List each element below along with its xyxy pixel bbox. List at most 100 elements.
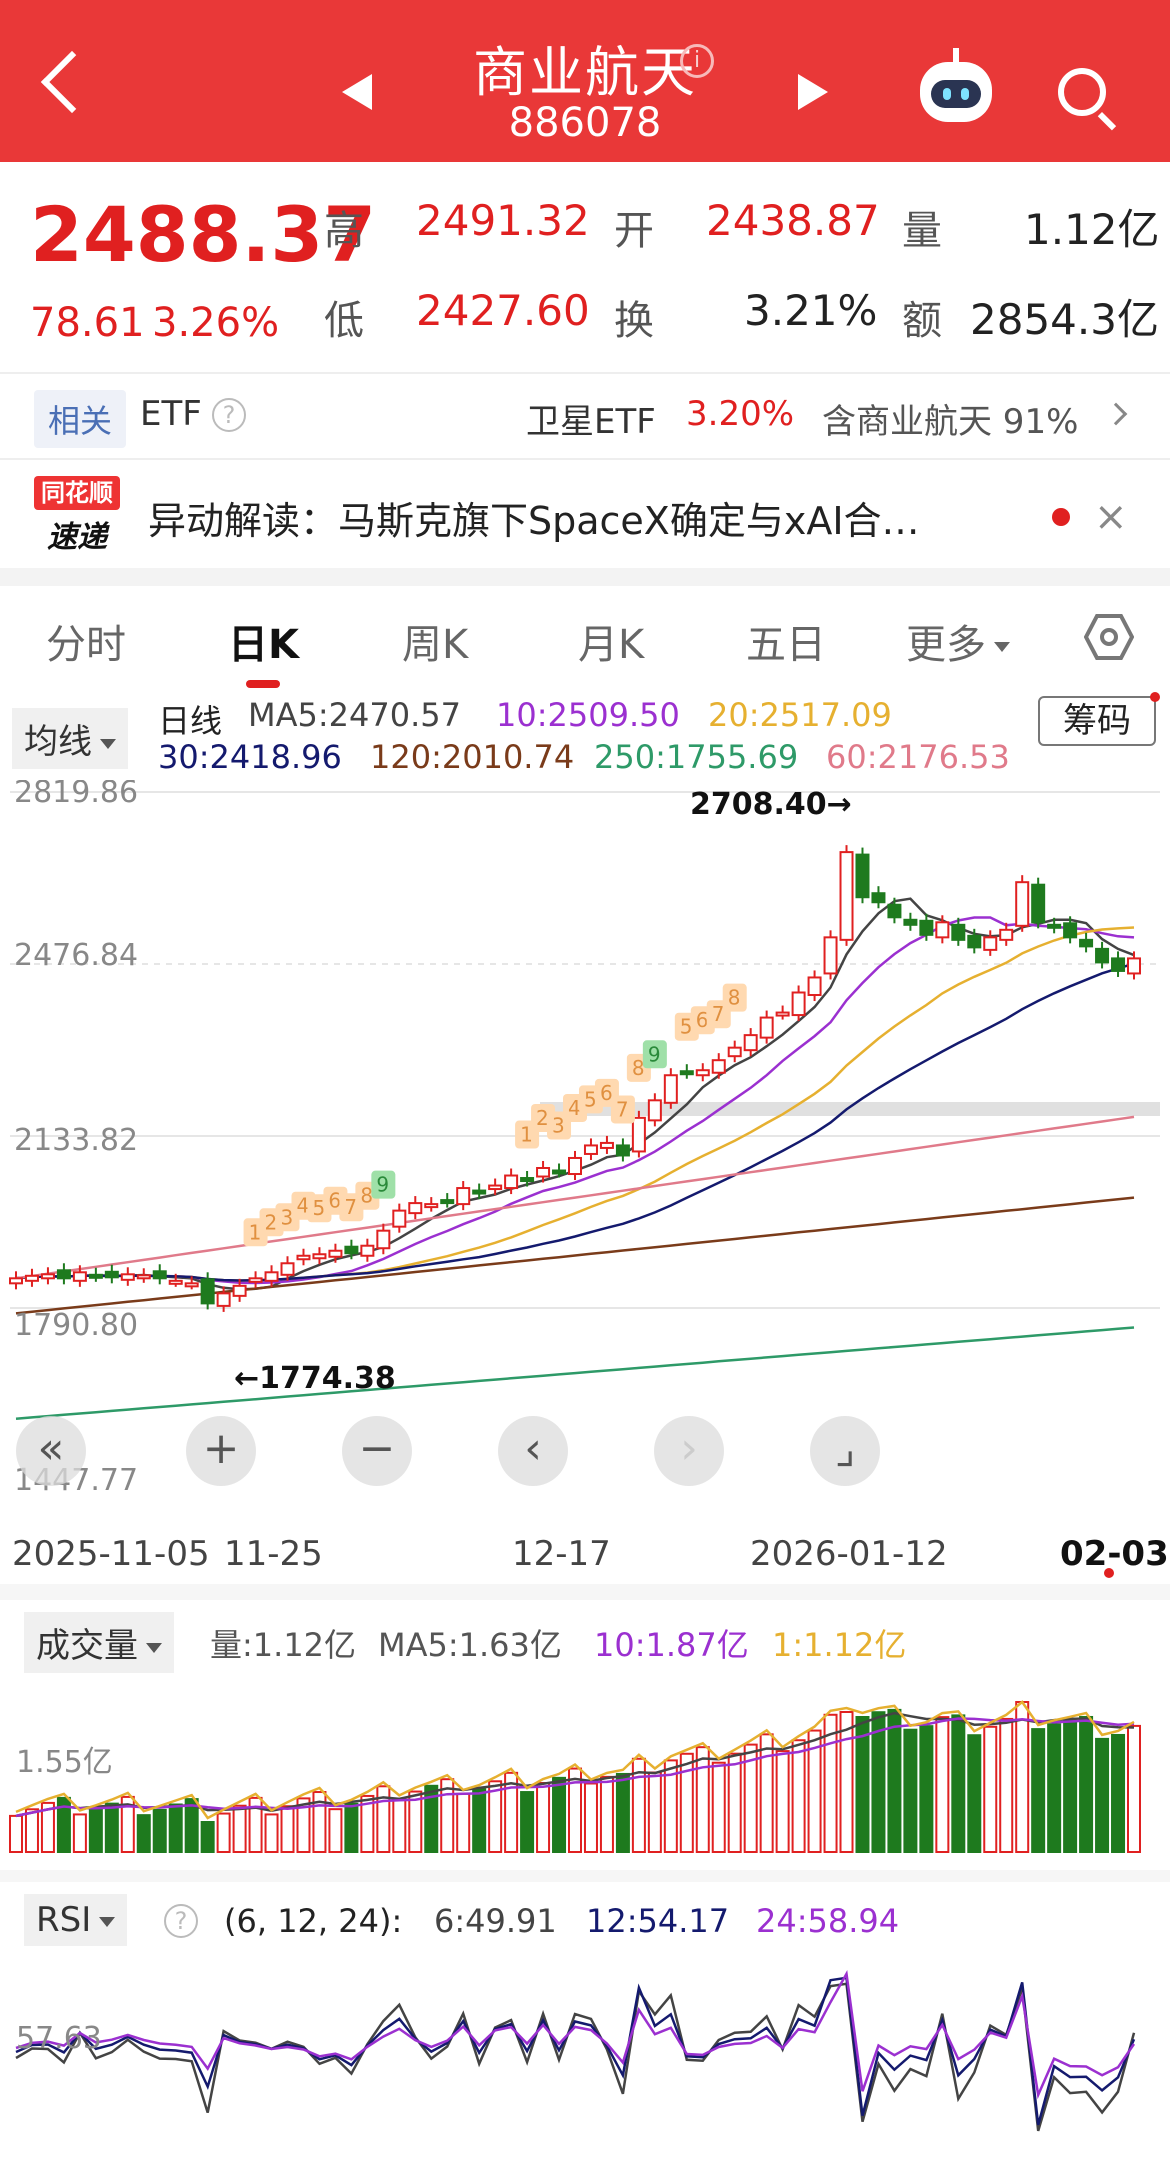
- candle-body: [280, 1262, 295, 1276]
- related-etf-row[interactable]: 相关 ETF ? 卫星ETF 3.20% 含商业航天 91%: [0, 372, 1170, 458]
- volume-bar: [440, 1778, 455, 1853]
- candle-body: [24, 1274, 39, 1282]
- ma120-line: [15, 1196, 1135, 1315]
- volume-bar: [967, 1734, 982, 1853]
- volume-select[interactable]: 成交量: [24, 1612, 174, 1673]
- volume-bar: [615, 1772, 630, 1853]
- volume-bar: [1111, 1733, 1126, 1853]
- candle-body: [120, 1273, 135, 1281]
- td-number: 4: [296, 1194, 309, 1218]
- rsi-help-icon[interactable]: ?: [164, 1904, 198, 1938]
- close-icon[interactable]: ×: [1094, 494, 1128, 540]
- tab-weekly-k[interactable]: 周K: [402, 622, 469, 668]
- volume-bar: [504, 1771, 519, 1853]
- rewind-icon[interactable]: «: [16, 1416, 86, 1486]
- tab-daily-k[interactable]: 日K: [228, 622, 299, 668]
- search-icon[interactable]: [1058, 68, 1106, 116]
- zoom-out-icon[interactable]: −: [342, 1416, 412, 1486]
- rsi-select-label: RSI: [36, 1900, 92, 1940]
- volume-bar: [1031, 1728, 1046, 1853]
- volume-bar: [743, 1743, 758, 1853]
- candle-body: [807, 976, 822, 997]
- rsi-params: (6, 12, 24):: [224, 1902, 403, 1940]
- volume-bar: [1127, 1724, 1141, 1853]
- volume-bar: [520, 1791, 535, 1853]
- candle-body: [440, 1199, 455, 1205]
- volume-bar: [855, 1716, 870, 1853]
- td-number: 6: [600, 1081, 613, 1105]
- volume-bar: [56, 1796, 71, 1853]
- cost-band: [540, 1102, 1160, 1116]
- scroll-right-icon[interactable]: ›: [654, 1416, 724, 1486]
- tab-monthly-k[interactable]: 月K: [578, 622, 645, 668]
- related-tag: 相关: [34, 390, 127, 448]
- volume-bar: [472, 1788, 487, 1854]
- volume-bar: [408, 1790, 423, 1853]
- candle-body: [1031, 883, 1046, 924]
- candle-body: [472, 1189, 487, 1195]
- rsi12-value: 12:54.17: [586, 1902, 730, 1940]
- settings-hexagon-icon[interactable]: [1084, 612, 1134, 662]
- volume-bar: [903, 1728, 918, 1853]
- news-banner[interactable]: 同花顺 速递 异动解读：马斯克旗下SpaceX确定与xAI合…: [0, 458, 1170, 568]
- volume-bar: [152, 1808, 167, 1853]
- candle-body: [1047, 923, 1062, 929]
- rsi-chart[interactable]: 57.63: [0, 1948, 1170, 2160]
- tab-intraday[interactable]: 分时: [46, 622, 126, 668]
- volume-bar: [887, 1708, 902, 1854]
- candle-body: [759, 1016, 774, 1039]
- dropdown-icon: [146, 1642, 162, 1653]
- low-label: 低: [324, 298, 364, 344]
- divider: [0, 458, 1170, 460]
- prev-arrow-icon[interactable]: [342, 74, 372, 110]
- help-icon[interactable]: ?: [212, 398, 246, 432]
- volume-bar: [456, 1792, 471, 1853]
- volume-bar: [919, 1725, 934, 1854]
- tab-five-day[interactable]: 五日: [746, 622, 826, 668]
- tab-more[interactable]: 更多: [906, 612, 1010, 670]
- volume-bar: [823, 1713, 838, 1854]
- volume-bar: [951, 1714, 966, 1854]
- td-number: 2: [265, 1210, 278, 1234]
- info-icon[interactable]: i: [680, 44, 714, 78]
- divider: [0, 372, 1170, 374]
- candle-body: [520, 1177, 535, 1183]
- td-number: 9: [648, 1042, 661, 1066]
- candle-body: [1079, 938, 1094, 948]
- robot-assistant-icon[interactable]: [920, 48, 992, 122]
- candle-body: [951, 923, 966, 941]
- candle-body: [568, 1156, 582, 1176]
- scroll-left-icon[interactable]: ‹: [498, 1416, 568, 1486]
- volume-bar: [1063, 1719, 1078, 1854]
- chevron-right-icon: [1104, 402, 1128, 426]
- volume-bar: [552, 1776, 567, 1853]
- rsi-select[interactable]: RSI: [24, 1894, 128, 1946]
- rsi6-line: [15, 1982, 1136, 2132]
- td-number: 5: [312, 1196, 325, 1220]
- candle-body: [168, 1279, 183, 1285]
- volume-bar: [328, 1808, 343, 1854]
- price-change-pct: 3.26%: [152, 300, 280, 346]
- next-arrow-icon[interactable]: [798, 74, 828, 110]
- high-marker: 2708.40→: [690, 787, 852, 822]
- fullscreen-icon[interactable]: ⌟: [810, 1416, 880, 1486]
- volume-bar: [424, 1784, 439, 1853]
- vol-ma1-line: [15, 1700, 1135, 1820]
- candle-body: [504, 1174, 519, 1190]
- quote-panel: 2488.37 78.61 3.26% 高 2491.32 开 2438.87 …: [0, 162, 1170, 372]
- candle-body: [536, 1166, 551, 1178]
- candle-body: [775, 1011, 790, 1017]
- zoom-in-icon[interactable]: +: [186, 1416, 256, 1486]
- volume-bar: [839, 1711, 854, 1853]
- ma-select[interactable]: 均线: [12, 708, 128, 769]
- candle-body: [663, 1074, 678, 1104]
- candle-body: [695, 1069, 710, 1077]
- chip-distribution-button[interactable]: 筹码: [1038, 696, 1156, 746]
- td-number: 7: [616, 1097, 629, 1121]
- news-headline[interactable]: 异动解读：马斯克旗下SpaceX确定与xAI合…: [148, 499, 920, 543]
- candle-body: [216, 1292, 231, 1307]
- candle-body: [839, 851, 854, 941]
- volume-bar: [488, 1780, 503, 1853]
- volume-chart[interactable]: 1.55亿: [0, 1666, 1170, 1866]
